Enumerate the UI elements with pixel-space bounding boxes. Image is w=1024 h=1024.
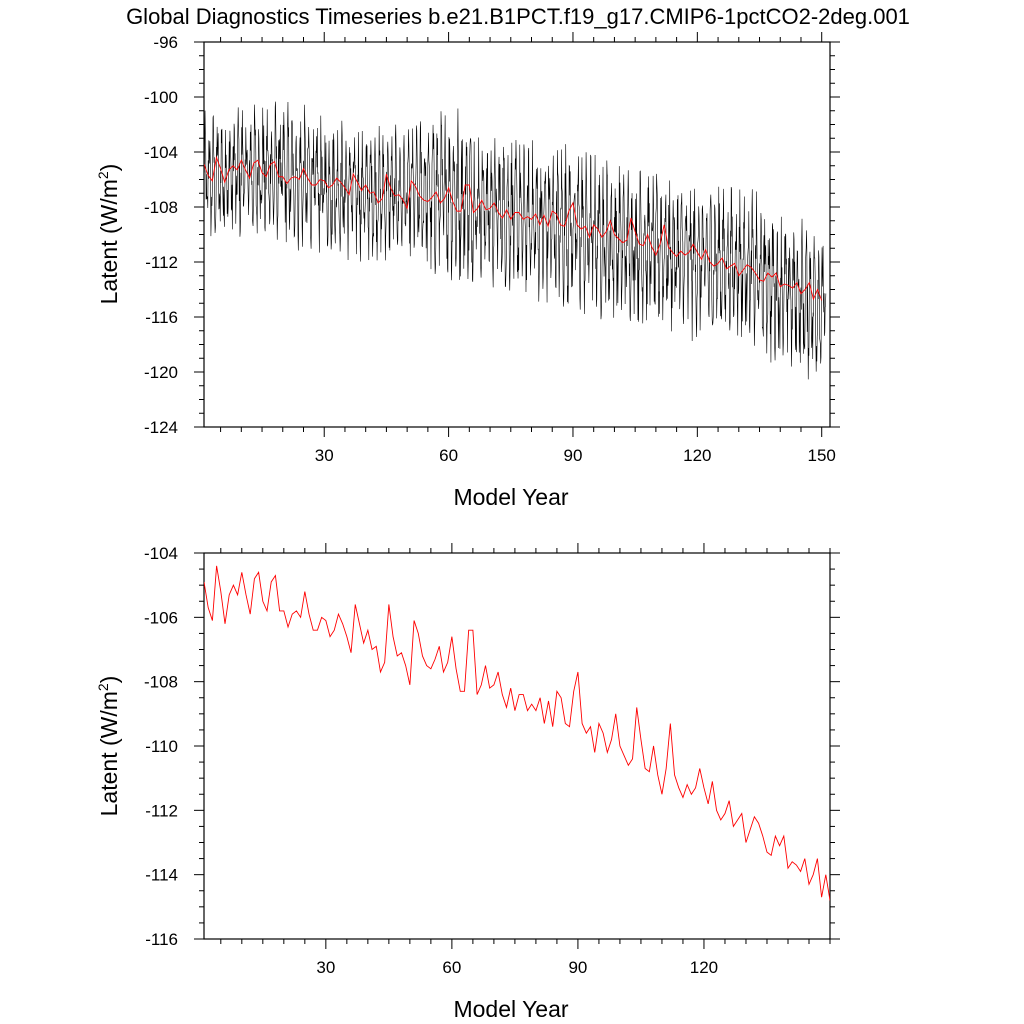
y-tick-label: -108 [144, 673, 178, 692]
top-annual-series-line [204, 155, 823, 301]
x-tick-label: 120 [683, 446, 711, 465]
x-tick-label: 150 [808, 446, 836, 465]
y-tick-label: -120 [144, 363, 178, 382]
bottom-y-tick-labels: -116 -114 -112 -110 -108 -106 -104 [144, 544, 178, 949]
y-tick-label: -116 [145, 930, 178, 949]
y-tick-label: -124 [144, 418, 178, 437]
y-tick-label: -108 [144, 198, 178, 217]
x-tick-label: 90 [564, 446, 583, 465]
y-tick-label: -106 [144, 608, 178, 627]
y-tick-label: -100 [144, 88, 178, 107]
bottom-plot-frame [203, 552, 831, 940]
top-axis-ticks [194, 32, 840, 437]
bottom-y-axis-title: Latent (W/m2) [95, 676, 122, 817]
bottom-timeseries-panel: -116 -114 -112 -110 -108 -106 -104 30 60 90 120 M… [95, 543, 840, 1022]
y-tick-label: -104 [144, 143, 178, 162]
y-tick-label: -116 [145, 308, 178, 327]
y-tick-label: -110 [145, 737, 178, 756]
bottom-x-tick-labels: 30 60 90 120 [316, 958, 718, 977]
y-tick-label: -112 [145, 253, 178, 272]
top-y-axis-title: Latent (W/m2) [95, 164, 122, 305]
top-timeseries-panel: -124 -120 -116 -112 -108 -104 -100 -96 30 60 90 12… [95, 32, 840, 510]
bottom-axis-ticks [194, 543, 840, 949]
bottom-x-axis-title: Model Year [453, 996, 568, 1022]
figure-title: Global Diagnostics Timeseries b.e21.B1PC… [126, 4, 910, 29]
top-x-axis-title: Model Year [453, 484, 568, 510]
x-tick-label: 30 [315, 446, 334, 465]
top-x-tick-labels: 30 60 90 120 150 [315, 446, 836, 465]
x-tick-label: 60 [439, 446, 458, 465]
y-tick-label: -112 [145, 801, 178, 820]
y-tick-label: -104 [144, 544, 178, 563]
y-tick-label: -114 [145, 866, 178, 885]
y-tick-label: -96 [153, 33, 178, 52]
x-tick-label: 60 [442, 958, 461, 977]
x-tick-label: 30 [316, 958, 335, 977]
x-tick-label: 90 [568, 958, 587, 977]
top-monthly-series-line [204, 101, 827, 380]
bottom-annual-series-line [204, 565, 830, 901]
top-y-tick-labels: -124 -120 -116 -112 -108 -104 -100 -96 [144, 33, 178, 437]
x-tick-label: 120 [690, 958, 718, 977]
